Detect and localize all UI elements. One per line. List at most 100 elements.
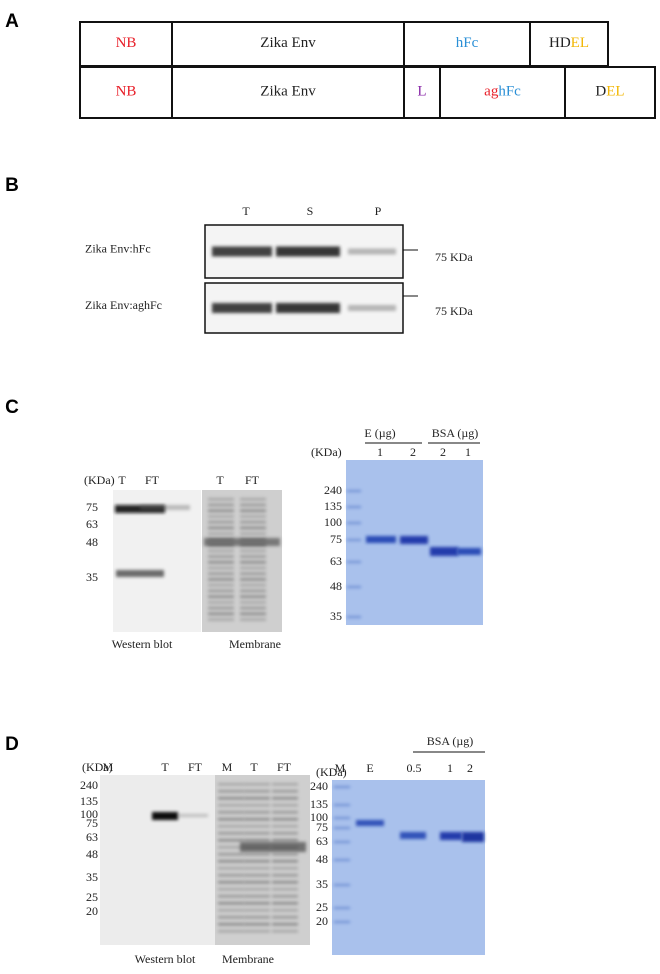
band [208,520,234,524]
band [178,814,208,817]
band [218,804,244,807]
band [334,907,350,909]
lane-label: T [118,473,126,487]
band [347,616,361,618]
band [244,895,270,898]
band [240,572,266,575]
band [462,832,484,842]
segment-label: HDEL [549,35,589,51]
band [272,874,298,877]
group-label: E (µg) [364,426,395,440]
row-label: Zika Env:hFc [85,241,151,255]
marker-label: 25 [86,890,98,904]
marker-label: 63 [86,830,98,844]
band [208,601,234,604]
band [272,909,298,912]
band [244,860,270,863]
band [334,827,350,829]
band [347,506,361,508]
band [218,818,244,821]
band [218,797,244,800]
marker-label: 75 [86,500,98,514]
band [208,532,234,535]
band [240,842,306,852]
band [272,923,298,926]
band [334,786,350,788]
band [276,246,340,257]
segment-part: EL [571,35,589,51]
band [272,860,298,863]
band [208,572,234,575]
band [208,606,234,610]
band [208,509,234,512]
band [244,874,270,877]
band [334,817,350,819]
group-label: BSA (µg) [432,426,479,440]
band [457,548,481,555]
band [240,561,266,564]
band [208,595,234,598]
band [218,895,244,898]
band [208,498,234,501]
band [272,811,298,814]
band [272,916,298,919]
band [334,841,350,843]
band [208,503,234,507]
unit-label: (KDa) [82,760,113,774]
marker-label: 20 [316,914,328,928]
lane-label: 2 [410,445,416,459]
segment-label: DEL [595,84,624,100]
band [218,825,244,828]
segment-part: EL [606,84,624,100]
segment-label: L [417,84,426,100]
band [218,923,244,926]
segment-label: Zika Env [260,84,316,100]
band [218,860,244,863]
caption: Membrane [222,952,274,966]
lane-label: T [250,760,258,774]
band [244,930,270,933]
band [212,303,272,313]
band [244,790,270,793]
lane-label: 1 [377,445,383,459]
lane-label: 2 [440,445,446,459]
band [272,853,298,856]
band [218,916,244,919]
marker-label: 35 [86,870,98,884]
band [240,503,266,507]
row-label: Zika Env:aghFc [85,298,162,312]
lane-label: 1 [465,445,471,459]
segment-part: hFc [498,84,521,100]
band [400,536,428,544]
band [272,797,298,800]
band [244,797,270,800]
band [348,305,396,311]
band [218,853,244,856]
segment-part: Zika Env [260,35,316,51]
marker-label: 48 [86,535,98,549]
band [240,498,266,501]
lane-label: FT [245,473,260,487]
lane-label: T [242,204,250,218]
segment-part: D [595,84,606,100]
lane-label: T [161,760,169,774]
marker-label: 135 [80,794,98,808]
marker-label: 240 [80,778,98,792]
lane-label: M [222,760,233,774]
band [218,811,244,814]
lane-label: M [103,760,114,774]
band [272,790,298,793]
band [208,583,234,587]
band [430,547,458,556]
band [244,916,270,919]
segment-part: NB [116,84,137,100]
band [244,867,270,870]
band [218,909,244,912]
band [240,520,266,524]
western-blot [100,775,215,945]
band [218,888,244,891]
band [400,832,426,839]
band [208,549,234,553]
marker-label: 100 [310,810,328,824]
band [272,867,298,870]
